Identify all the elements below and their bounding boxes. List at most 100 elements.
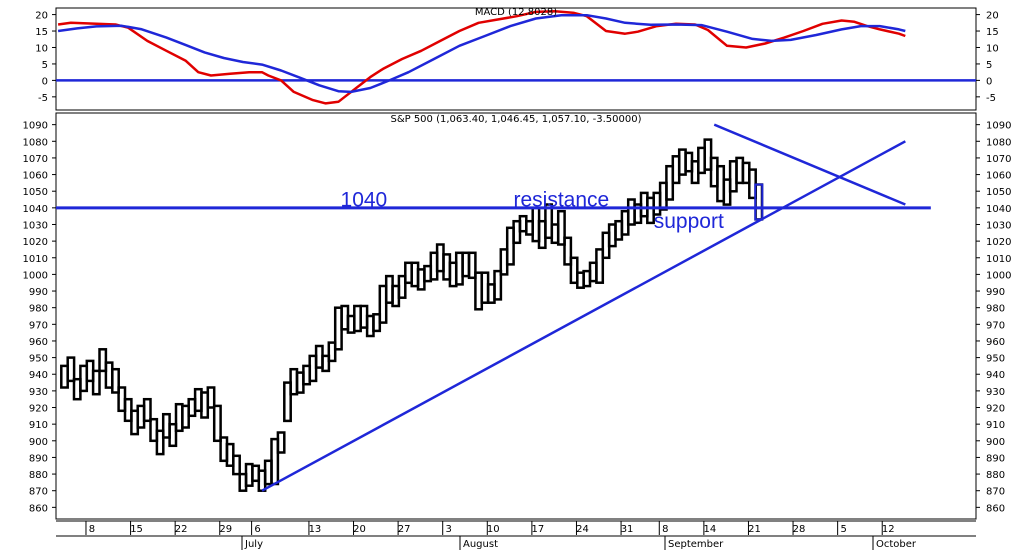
x-day-label: 13 [309,524,322,535]
x-day-label: 12 [882,524,895,535]
price-y-tick-label-right: 1030 [986,220,1011,231]
price-y-tick-label-left: 860 [29,503,48,514]
price-y-tick-label-left: 890 [29,453,48,464]
price-y-tick-label-right: 940 [986,370,1005,381]
price-candle [232,454,241,476]
price-y-tick-label-right: 910 [986,420,1005,431]
macd-signal-line [57,10,906,105]
price-y-tick-label-right: 1020 [986,237,1011,248]
price-y-tick-label-left: 880 [29,470,48,481]
x-day-label: 10 [487,524,500,535]
price-y-tick-label-right: 1000 [986,270,1011,281]
price-y-tick-label-left: 1030 [23,220,48,231]
price-y-tick-label-right: 980 [986,304,1005,315]
price-y-tick-label-left: 1050 [23,187,48,198]
price-y-tick-label-left: 930 [29,387,48,398]
macd-y-tick-label-right: -5 [986,93,996,104]
x-day-label: 6 [254,524,260,535]
price-candle [276,431,286,454]
price-panel [55,112,977,520]
price-y-tick-label-left: 1060 [23,171,48,182]
x-day-label: 24 [576,524,589,535]
macd-y-tick-label-left: 15 [35,27,48,38]
price-candle [98,348,108,373]
price-candle [505,226,515,266]
x-day-label: 27 [398,524,411,535]
price-y-tick-label-left: 1070 [23,154,48,165]
price-y-tick-label-right: 1040 [986,204,1011,215]
annotation-support: support [654,210,724,233]
price-y-tick-label-left: 1080 [23,137,48,148]
price-candle [569,256,579,285]
macd-y-tick-label-left: -5 [38,93,48,104]
price-candle [544,203,554,240]
price-candle [168,422,178,448]
price-y-tick-label-right: 970 [986,320,1005,331]
price-y-tick-label-right: 1080 [986,137,1011,148]
price-y-tick-label-left: 940 [29,370,48,381]
price-y-tick-label-right: 990 [986,287,1005,298]
x-day-label: 15 [130,524,143,535]
x-day-label: 14 [704,524,717,535]
x-month-label: August [463,539,498,550]
x-month-label: October [876,539,917,550]
macd-y-tick-label-right: 0 [986,76,992,87]
price-y-tick-label-right: 1010 [986,254,1011,265]
x-day-label: 17 [532,524,545,535]
macd-y-tick-label-right: 10 [986,43,999,54]
price-candle [563,236,573,266]
x-day-label: 8 [89,524,95,535]
last-candle-highlight [754,183,764,221]
macd-y-tick-label-left: 5 [42,60,48,71]
price-candle [703,138,713,171]
upper-trendline-line [713,123,906,206]
price-y-tick-label-left: 920 [29,404,48,415]
price-candle [91,369,101,396]
macd-y-tick-label-right: 20 [986,11,999,22]
price-y-tick-label-left: 950 [29,354,48,365]
price-y-tick-label-right: 860 [986,503,1005,514]
x-day-label: 28 [793,524,806,535]
price-candle [467,251,477,280]
macd-y-tick-label-right: 15 [986,27,999,38]
price-y-tick-label-right: 890 [986,453,1005,464]
annotation-1040: 1040 [341,189,388,212]
price-y-tick-label-right: 950 [986,354,1005,365]
price-y-tick-label-right: 900 [986,437,1005,448]
macd-line [57,13,906,94]
price-candle [754,183,764,221]
price-y-tick-label-right: 1060 [986,171,1011,182]
price-title: S&P 500 (1,063.40, 1,046.45, 1,057.10, -… [390,114,641,125]
price-y-tick-label-left: 870 [29,487,48,498]
x-day-label: 21 [748,524,761,535]
price-candle [493,269,503,301]
macd-y-tick-label-left: 20 [35,11,48,22]
price-y-tick-label-right: 1070 [986,154,1011,165]
macd-panel [55,7,977,111]
x-day-label: 8 [662,524,668,535]
price-candle [142,397,152,423]
price-candle [556,209,566,246]
x-month-label: July [244,539,263,550]
annotation-resistance: resistance [514,189,610,212]
price-y-tick-label-left: 980 [29,304,48,315]
price-y-tick-label-left: 1000 [23,270,48,281]
x-day-label: 22 [175,524,188,535]
price-candle [378,284,388,324]
price-y-tick-label-right: 880 [986,470,1005,481]
macd-y-tick-label-left: 0 [42,76,48,87]
support-trendline-line [261,140,906,492]
price-candle [327,341,337,363]
x-day-label: 31 [621,524,634,535]
price-candle [155,429,165,456]
x-day-label: 20 [353,524,366,535]
price-y-tick-label-left: 1090 [23,121,48,132]
price-y-tick-label-right: 870 [986,487,1005,498]
price-y-tick-label-left: 970 [29,320,48,331]
price-candle [206,386,216,409]
price-candle [321,354,331,373]
price-y-tick-label-left: 910 [29,420,48,431]
price-y-tick-label-right: 1090 [986,121,1011,132]
macd-y-tick-label-right: 5 [986,60,992,71]
price-y-tick-label-left: 1010 [23,254,48,265]
